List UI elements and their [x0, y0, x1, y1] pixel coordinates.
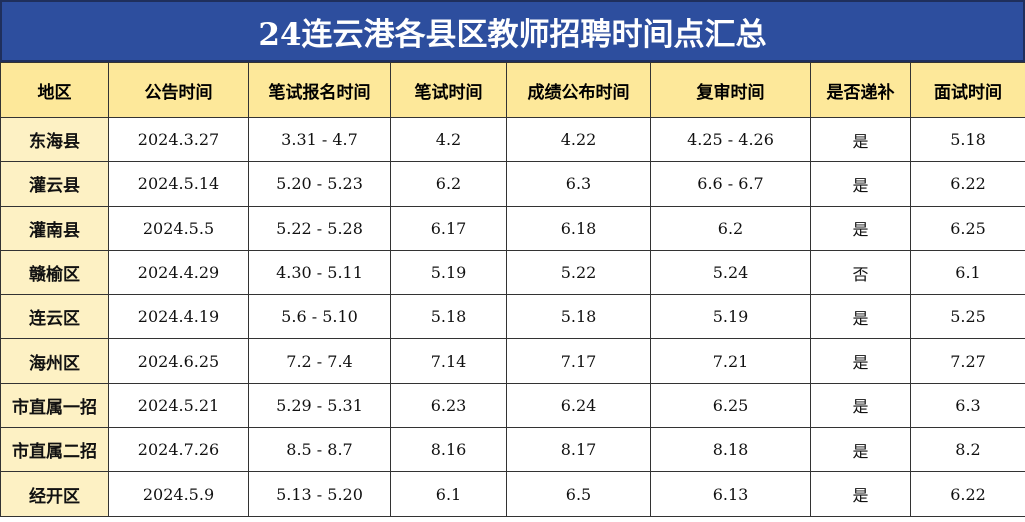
- table-cell: 8.17: [506, 427, 651, 473]
- table-cell: 8.5 - 8.7: [248, 427, 391, 473]
- table-cell: 8.2: [910, 427, 1025, 473]
- table-cell: 2024.5.21: [108, 382, 249, 429]
- table-cell: 6.1: [390, 471, 507, 517]
- region-cell: 连云区: [0, 294, 109, 340]
- column-header: 地区: [0, 62, 109, 118]
- table-cell: 6.18: [506, 205, 651, 251]
- table-row: 市直属一招 2024.5.21 5.29 - 5.31 6.23 6.24 6.25 是 6.…: [0, 382, 1025, 429]
- table-cell: 6.17: [390, 205, 507, 251]
- table-cell: 5.13 - 5.20: [248, 471, 391, 517]
- table-cell: 6.6 - 6.7: [650, 161, 811, 207]
- table-cell: 否: [810, 249, 911, 296]
- table-cell: 4.25 - 4.26: [650, 116, 811, 163]
- table-cell: 4.22: [506, 116, 651, 163]
- table-cell: 是: [810, 205, 911, 251]
- table-cell: 5.6 - 5.10: [248, 294, 391, 340]
- title-bar: 24连云港各县区教师招聘时间点汇总: [0, 0, 1025, 62]
- table-cell: 6.5: [506, 471, 651, 517]
- table-cell: 7.14: [390, 338, 507, 384]
- table-cell: 2024.5.5: [108, 205, 249, 251]
- region-cell: 灌云县: [0, 161, 109, 207]
- table-cell: 5.22 - 5.28: [248, 205, 391, 251]
- region-cell: 灌南县: [0, 205, 109, 251]
- column-header: 复审时间: [650, 62, 811, 118]
- table-cell: 2024.4.19: [108, 294, 249, 340]
- table-cell: 5.29 - 5.31: [248, 382, 391, 429]
- table-cell: 2024.3.27: [108, 116, 249, 163]
- region-cell: 市直属二招: [0, 427, 109, 473]
- table-body: 东海县 2024.3.27 3.31 - 4.7 4.2 4.22 4.25 - 4.26…: [0, 116, 1025, 517]
- table-cell: 6.3: [506, 161, 651, 207]
- table-cell: 5.25: [910, 294, 1025, 340]
- table-cell: 2024.5.9: [108, 471, 249, 517]
- table-cell: 是: [810, 161, 911, 207]
- table-cell: 5.22: [506, 249, 651, 296]
- table-cell: 7.27: [910, 338, 1025, 384]
- table-cell: 5.19: [650, 294, 811, 340]
- region-cell: 海州区: [0, 338, 109, 384]
- column-header: 公告时间: [108, 62, 249, 118]
- region-cell: 东海县: [0, 116, 109, 163]
- schedule-table: 地区 公告时间 笔试报名时间 笔试时间 成绩公布时间 复审时间 是否递补 面试时间 东海县 20…: [0, 62, 1025, 517]
- table-cell: 6.25: [650, 382, 811, 429]
- table-cell: 是: [810, 338, 911, 384]
- region-cell: 经开区: [0, 471, 109, 517]
- table-cell: 6.23: [390, 382, 507, 429]
- table-cell: 是: [810, 294, 911, 340]
- table-cell: 2024.4.29: [108, 249, 249, 296]
- table-cell: 8.16: [390, 427, 507, 473]
- table-cell: 6.2: [650, 205, 811, 251]
- table-cell: 5.18: [506, 294, 651, 340]
- table-cell: 是: [810, 471, 911, 517]
- table-cell: 是: [810, 427, 911, 473]
- table-cell: 6.13: [650, 471, 811, 517]
- table-cell: 3.31 - 4.7: [248, 116, 391, 163]
- table-cell: 6.2: [390, 161, 507, 207]
- table-cell: 8.18: [650, 427, 811, 473]
- table-cell: 2024.6.25: [108, 338, 249, 384]
- table-cell: 5.24: [650, 249, 811, 296]
- table-row: 海州区 2024.6.25 7.2 - 7.4 7.14 7.17 7.21 是 7.27: [0, 338, 1025, 384]
- region-cell: 赣榆区: [0, 249, 109, 296]
- table-cell: 4.2: [390, 116, 507, 163]
- table-cell: 2024.7.26: [108, 427, 249, 473]
- table-cell: 6.3: [910, 382, 1025, 429]
- table-row: 连云区 2024.4.19 5.6 - 5.10 5.18 5.18 5.19 是 5.25: [0, 294, 1025, 340]
- table-cell: 7.17: [506, 338, 651, 384]
- table-cell: 6.22: [910, 161, 1025, 207]
- table-cell: 6.22: [910, 471, 1025, 517]
- table-cell: 4.30 - 5.11: [248, 249, 391, 296]
- table-row: 市直属二招 2024.7.26 8.5 - 8.7 8.16 8.17 8.18 是 8.2: [0, 427, 1025, 473]
- header-row: 地区 公告时间 笔试报名时间 笔试时间 成绩公布时间 复审时间 是否递补 面试时间: [0, 62, 1025, 118]
- table-cell: 5.19: [390, 249, 507, 296]
- column-header: 笔试时间: [390, 62, 507, 118]
- table-cell: 是: [810, 382, 911, 429]
- column-header: 成绩公布时间: [506, 62, 651, 118]
- table-row: 灌南县 2024.5.5 5.22 - 5.28 6.17 6.18 6.2 是 6.25: [0, 205, 1025, 251]
- table-row: 灌云县 2024.5.14 5.20 - 5.23 6.2 6.3 6.6 - 6.7 是 6…: [0, 161, 1025, 207]
- table-row: 经开区 2024.5.9 5.13 - 5.20 6.1 6.5 6.13 是 6.22: [0, 471, 1025, 517]
- table-cell: 6.1: [910, 249, 1025, 296]
- table-cell: 6.25: [910, 205, 1025, 251]
- table-cell: 是: [810, 116, 911, 163]
- table-cell: 7.21: [650, 338, 811, 384]
- table-row: 赣榆区 2024.4.29 4.30 - 5.11 5.19 5.22 5.24 否 6.1: [0, 249, 1025, 296]
- table-row: 东海县 2024.3.27 3.31 - 4.7 4.2 4.22 4.25 - 4.26…: [0, 116, 1025, 163]
- table-cell: 5.18: [910, 116, 1025, 163]
- column-header: 笔试报名时间: [248, 62, 391, 118]
- table-cell: 6.24: [506, 382, 651, 429]
- column-header: 是否递补: [810, 62, 911, 118]
- table-cell: 5.18: [390, 294, 507, 340]
- region-cell: 市直属一招: [0, 382, 109, 429]
- table-cell: 2024.5.14: [108, 161, 249, 207]
- table-cell: 7.2 - 7.4: [248, 338, 391, 384]
- column-header: 面试时间: [910, 62, 1025, 118]
- table-cell: 5.20 - 5.23: [248, 161, 391, 207]
